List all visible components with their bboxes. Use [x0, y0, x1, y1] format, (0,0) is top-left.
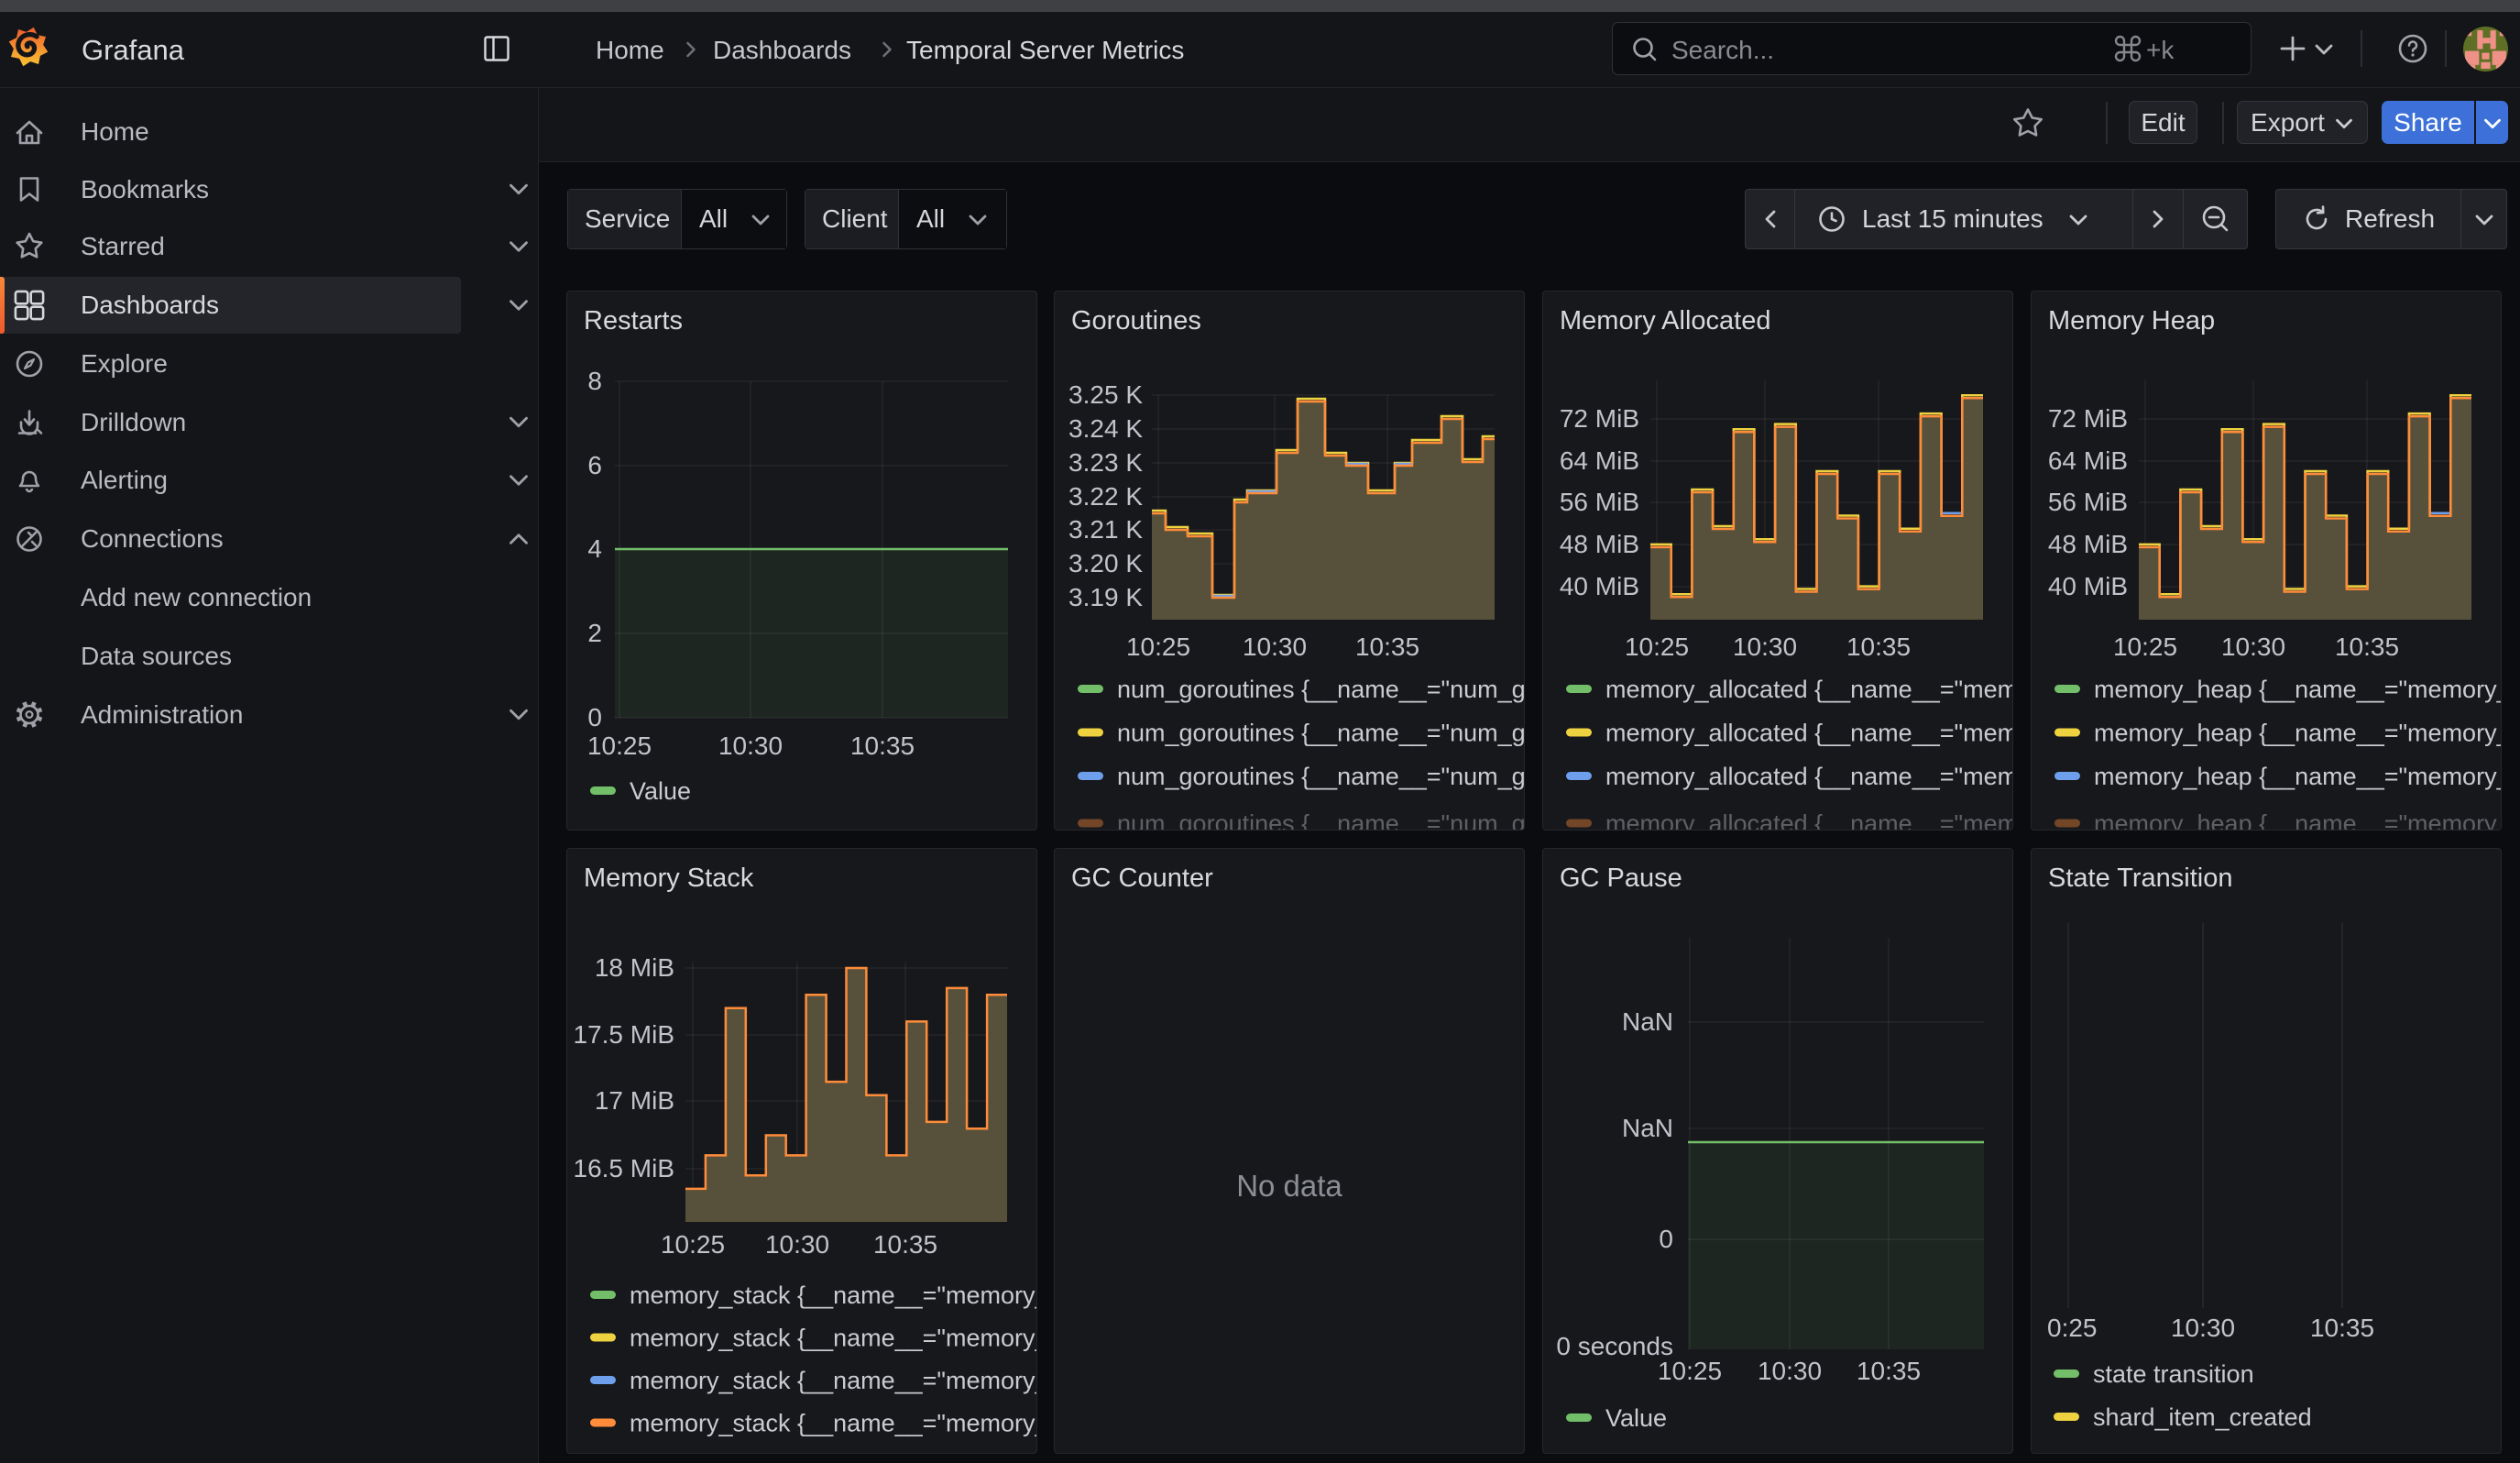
svg-text:10:25: 10:25 [661, 1230, 725, 1259]
svg-text:3.20 K: 3.20 K [1068, 549, 1143, 578]
svg-text:10:35: 10:35 [1846, 632, 1911, 661]
svg-text:shard_item_created: shard_item_created [2093, 1403, 2312, 1431]
svg-text:10:30: 10:30 [1758, 1357, 1822, 1385]
svg-text:10:25: 10:25 [2113, 632, 2177, 661]
svg-text:memory_allocated {__name__="me: memory_allocated {__name__="memo [1605, 720, 2013, 747]
svg-text:10:25: 10:25 [1126, 632, 1190, 661]
svg-text:64 MiB: 64 MiB [1560, 446, 1639, 475]
svg-text:memory_stack {__name__="memory: memory_stack {__name__="memory_s [630, 1325, 1037, 1352]
svg-text:10:35: 10:35 [2310, 1314, 2374, 1342]
svg-text:6: 6 [587, 451, 602, 479]
svg-text:10:25: 10:25 [1625, 632, 1689, 661]
svg-text:0: 0 [587, 703, 602, 732]
svg-text:num_goroutines {__name__="num_: num_goroutines {__name__="num_go [1117, 763, 1525, 790]
svg-text:memory_heap {__name__="memory_: memory_heap {__name__="memory_h [2094, 676, 2502, 703]
svg-text:10:30: 10:30 [1733, 632, 1797, 661]
svg-text:10:35: 10:35 [1355, 632, 1419, 661]
svg-text:0 seconds: 0 seconds [1556, 1332, 1673, 1360]
svg-text:memory_heap {__name__="memory_: memory_heap {__name__="memory_h [2094, 810, 2502, 831]
svg-text:48 MiB: 48 MiB [1560, 530, 1639, 558]
svg-text:2: 2 [587, 619, 602, 647]
svg-text:10:30: 10:30 [2171, 1314, 2235, 1342]
svg-text:3.25 K: 3.25 K [1068, 380, 1143, 409]
svg-text:num_goroutines {__name__="num_: num_goroutines {__name__="num_go [1117, 720, 1525, 747]
svg-text:8: 8 [587, 367, 602, 395]
svg-text:10:30: 10:30 [718, 732, 783, 760]
svg-text:72 MiB: 72 MiB [2048, 404, 2128, 433]
svg-text:memory_stack {__name__="memory: memory_stack {__name__="memory_s [630, 1282, 1037, 1309]
svg-text:3.21 K: 3.21 K [1068, 515, 1143, 544]
svg-text:NaN: NaN [1622, 1007, 1673, 1036]
svg-text:10:25: 10:25 [1658, 1357, 1722, 1385]
svg-text:40 MiB: 40 MiB [2048, 572, 2128, 600]
svg-text:10:30: 10:30 [1243, 632, 1307, 661]
svg-text:40 MiB: 40 MiB [1560, 572, 1639, 600]
svg-text:0:25: 0:25 [2047, 1314, 2098, 1342]
svg-text:4: 4 [587, 534, 602, 563]
svg-text:memory_stack {__name__="memory: memory_stack {__name__="memory_s [630, 1410, 1037, 1437]
svg-text:10:35: 10:35 [2335, 632, 2399, 661]
svg-text:17.5 MiB: 17.5 MiB [574, 1020, 675, 1049]
svg-text:memory_heap {__name__="memory_: memory_heap {__name__="memory_h [2094, 720, 2502, 747]
svg-text:Value: Value [630, 777, 691, 805]
svg-text:10:25: 10:25 [587, 732, 652, 760]
svg-text:num_goroutines {__name__="num_: num_goroutines {__name__="num_go [1117, 810, 1525, 831]
svg-text:memory_heap {__name__="memory_: memory_heap {__name__="memory_h [2094, 763, 2502, 790]
svg-text:10:35: 10:35 [873, 1230, 937, 1259]
svg-text:state transition: state transition [2093, 1360, 2254, 1388]
svg-text:3.24 K: 3.24 K [1068, 414, 1143, 443]
svg-text:16.5 MiB: 16.5 MiB [574, 1154, 675, 1182]
svg-text:72 MiB: 72 MiB [1560, 404, 1639, 433]
svg-text:0: 0 [1659, 1225, 1673, 1253]
svg-text:10:35: 10:35 [850, 732, 915, 760]
svg-text:48 MiB: 48 MiB [2048, 530, 2128, 558]
svg-text:56 MiB: 56 MiB [2048, 488, 2128, 516]
svg-text:10:30: 10:30 [765, 1230, 829, 1259]
svg-text:64 MiB: 64 MiB [2048, 446, 2128, 475]
svg-text:3.23 K: 3.23 K [1068, 448, 1143, 477]
svg-text:10:30: 10:30 [2221, 632, 2285, 661]
svg-text:memory_allocated {__name__="me: memory_allocated {__name__="memo [1605, 810, 2013, 831]
svg-text:memory_stack {__name__="memory: memory_stack {__name__="memory_s [630, 1367, 1037, 1394]
svg-text:18 MiB: 18 MiB [595, 953, 674, 982]
svg-text:memory_allocated {__name__="me: memory_allocated {__name__="memo [1605, 676, 2013, 703]
svg-text:17 MiB: 17 MiB [595, 1086, 674, 1115]
svg-text:10:35: 10:35 [1857, 1357, 1921, 1385]
svg-text:num_goroutines {__name__="num_: num_goroutines {__name__="num_go [1117, 676, 1525, 703]
svg-text:Value: Value [1605, 1404, 1667, 1432]
svg-text:3.19 K: 3.19 K [1068, 583, 1143, 611]
svg-text:56 MiB: 56 MiB [1560, 488, 1639, 516]
svg-text:3.22 K: 3.22 K [1068, 482, 1143, 511]
svg-text:NaN: NaN [1622, 1114, 1673, 1142]
svg-text:memory_allocated {__name__="me: memory_allocated {__name__="memo [1605, 763, 2013, 790]
